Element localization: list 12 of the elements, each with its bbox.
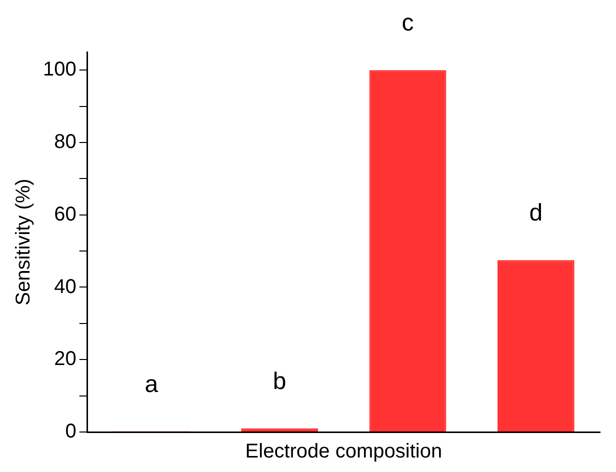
y-tick-label: 100 — [42, 58, 76, 81]
y-tick-label: 40 — [54, 276, 76, 298]
y-tick-label: 0 — [65, 420, 76, 443]
text: c — [402, 10, 414, 37]
y-axis-title: Sensitivity (%) — [12, 178, 35, 306]
x-axis-title: Electrode composition — [245, 440, 442, 463]
annotation: d — [529, 200, 543, 227]
annotation: b — [272, 368, 286, 396]
y-tick-label: 60 — [54, 203, 76, 226]
y-tick-label: 80 — [54, 130, 76, 153]
annotation: a — [144, 370, 159, 398]
y-tick-label: 20 — [54, 348, 76, 370]
